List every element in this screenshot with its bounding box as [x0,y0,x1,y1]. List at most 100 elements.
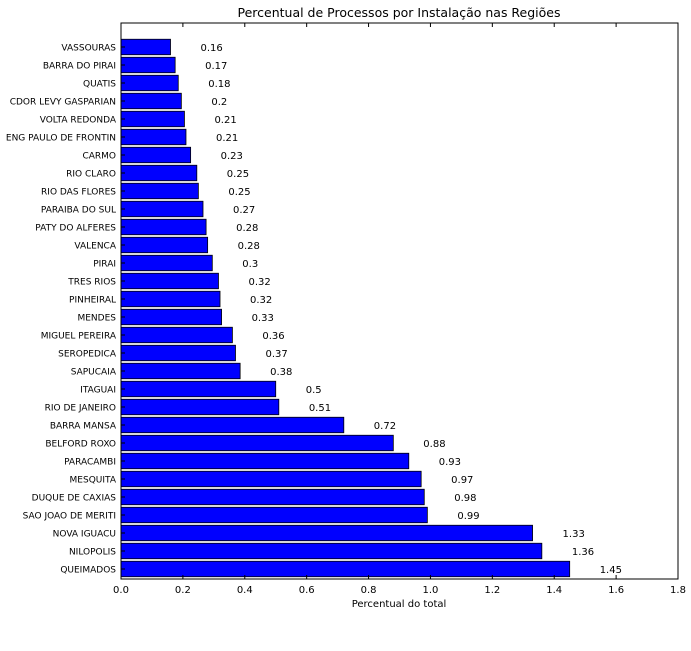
bar [120,38,171,56]
value-labels: 0.16 0.17 0.18 0.2 0.21 0.21 0.23 0.25 0.25 0.27 0… [201,43,622,576]
value-label: 0.97 [451,475,473,486]
category-label: PARAIBA DO SUL [41,206,116,216]
value-label: 0.93 [439,457,461,468]
bar [120,146,192,164]
bar [120,524,533,542]
bar [120,74,179,92]
bar [120,236,209,254]
value-label: 0.5 [306,385,322,396]
value-label: 1.33 [563,529,585,540]
category-label: PIRAI [93,260,116,270]
value-label: 0.27 [233,205,255,216]
value-label: 0.16 [201,43,223,54]
bar [120,380,277,398]
bar [120,344,236,362]
value-label: 0.98 [454,493,476,504]
value-label: 0.33 [252,313,274,324]
bar [120,506,428,524]
chart-title: Percentual de Processos por Instalação n… [237,5,560,20]
bar [120,434,394,452]
category-label: MIGUEL PEREIRA [41,332,117,342]
bars-layer [120,38,571,578]
x-tick-label: 0.6 [299,585,315,596]
value-label: 0.28 [238,241,260,252]
bar [120,200,204,218]
x-tick-label: 1.2 [484,585,500,596]
value-label: 0.21 [216,133,238,144]
category-label: QUATIS [83,80,116,90]
bar [120,218,207,236]
value-label: 0.32 [250,295,272,306]
bar [120,362,241,380]
x-tick-label: 0.2 [175,585,191,596]
value-label: 0.88 [423,439,445,450]
category-label: VALENCA [74,242,116,252]
bar [120,452,410,470]
category-label: QUEIMADOS [60,566,116,576]
category-label: RIO DAS FLORES [41,188,116,198]
value-label: 0.3 [242,259,258,270]
bar [120,254,213,272]
value-label: 0.18 [208,79,230,90]
category-label: ENG PAULO DE FRONTIN [6,134,116,144]
value-label: 0.2 [211,97,227,108]
value-label: 0.72 [374,421,396,432]
x-tick-label: 0.4 [237,585,253,596]
value-label: 1.36 [572,547,594,558]
category-label: CDOR LEVY GASPARIAN [10,98,116,108]
category-label: NOVA IGUACU [53,530,116,540]
category-label: BELFORD ROXO [45,440,116,450]
category-label: SEROPEDICA [58,350,117,360]
bar [120,182,199,200]
bar [120,416,345,434]
x-tick-label: 1.4 [546,585,562,596]
bar [120,290,221,308]
value-label: 0.36 [262,331,284,342]
category-label: PATY DO ALFERES [35,224,116,234]
x-tick-label: 1.6 [608,585,624,596]
category-label: VOLTA REDONDA [40,116,117,126]
category-label: PARACAMBI [64,458,116,468]
category-labels: VASSOURAS BARRA DO PIRAI QUATIS CDOR LEVY G… [6,44,117,576]
category-label: NILOPOLIS [69,548,116,558]
category-label: PINHEIRAL [69,296,116,306]
category-label: RIO DE JANEIRO [45,404,116,414]
x-tick-label: 1.8 [670,585,686,596]
value-label: 0.99 [457,511,479,522]
value-label: 0.17 [205,61,227,72]
bar [120,272,219,290]
x-tick-label: 0.0 [113,585,129,596]
bar [120,308,222,326]
bar [120,398,280,416]
value-label: 0.28 [236,223,258,234]
value-label: 0.32 [248,277,270,288]
bar [120,128,187,146]
category-label: DUQUE DE CAXIAS [32,494,117,504]
category-label: SAO JOAO DE MERITI [23,512,116,522]
bar [120,470,422,488]
value-label: 0.23 [221,151,243,162]
value-label: 0.25 [227,169,249,180]
bar [120,56,176,74]
x-tick-label: 0.8 [361,585,377,596]
category-label: MESQUITA [70,476,117,486]
category-label: MENDES [77,314,116,324]
value-label: 1.45 [600,565,622,576]
bar [120,110,185,128]
category-label: BARRA MANSA [50,422,117,432]
bar [120,326,233,344]
value-label: 0.38 [270,367,292,378]
category-label: VASSOURAS [61,44,116,54]
value-label: 0.37 [265,349,287,360]
plot-frame [120,22,679,580]
category-label: ITAGUAI [80,386,116,396]
x-tick-label: 1.0 [422,585,438,596]
bar [120,488,425,506]
category-label: BARRA DO PIRAI [43,62,116,72]
bar [120,542,543,560]
category-label: CARMO [82,152,116,162]
category-label: SAPUCAIA [71,368,117,378]
x-axis-ticks: 0.0 0.2 0.4 0.6 0.8 1.0 1.2 1.4 1.6 1.8 [113,23,686,596]
x-axis-label: Percentual do total [352,599,447,610]
